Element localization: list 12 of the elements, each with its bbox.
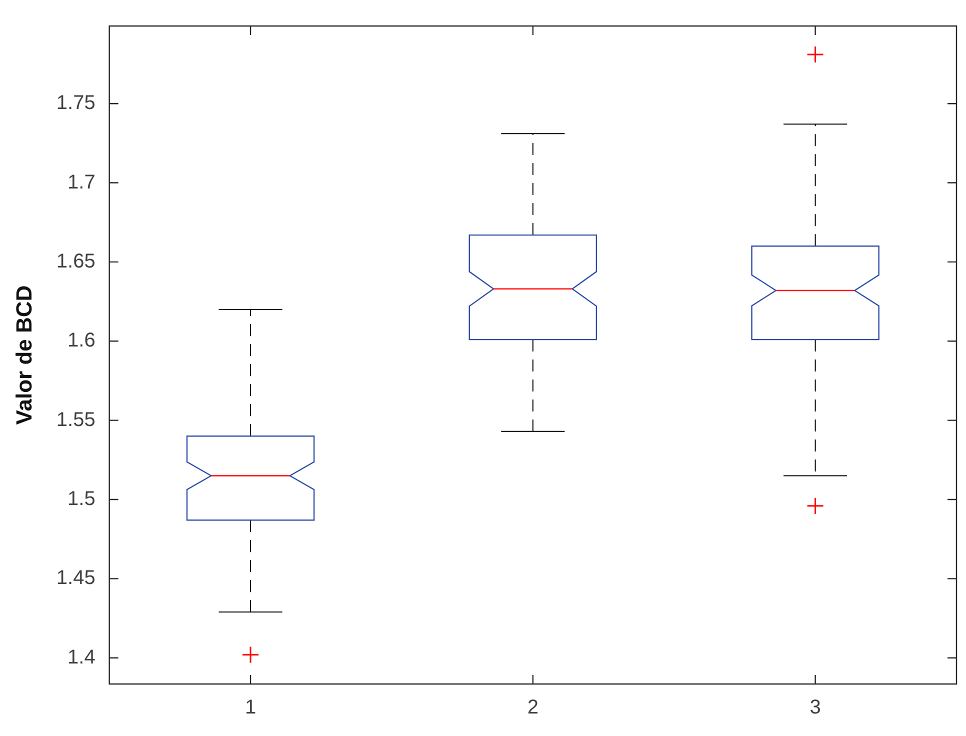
x-tick-label: 3 xyxy=(810,696,821,719)
y-tick-label: 1.65 xyxy=(56,250,96,272)
y-tick-label: 1.6 xyxy=(68,330,96,352)
y-tick-label: 1.5 xyxy=(68,488,96,510)
y-tick-label: 1.7 xyxy=(68,171,96,194)
y-tick-label: 1.75 xyxy=(56,92,96,114)
x-tick-label: 2 xyxy=(527,696,538,719)
y-axis-title: Valor de BCD xyxy=(11,285,36,425)
x-tick-label: 1 xyxy=(244,696,256,719)
y-tick-label: 1.4 xyxy=(68,646,96,668)
y-tick-label: 1.45 xyxy=(56,567,96,590)
y-tick-label: 1.55 xyxy=(56,408,96,431)
